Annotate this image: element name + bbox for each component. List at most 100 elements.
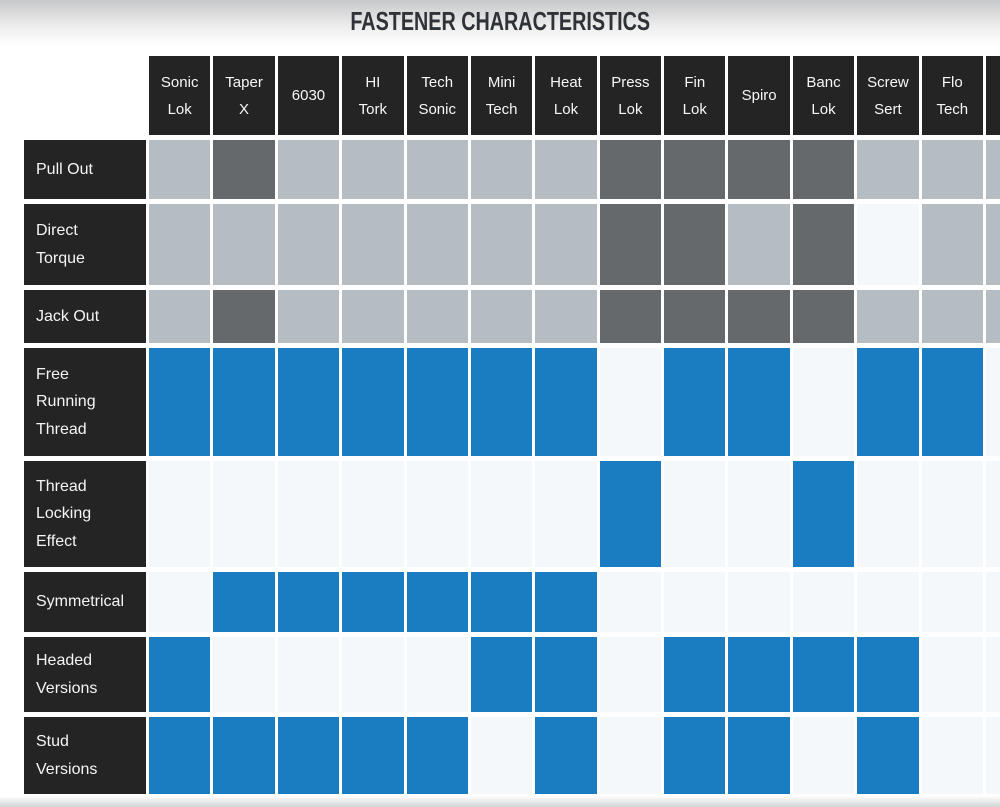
column-header-fin-lok: Fin Lok bbox=[664, 56, 726, 135]
cell-pull-out-taper-x bbox=[213, 140, 275, 199]
cell-direct-torque-tech-sonic bbox=[406, 204, 468, 285]
column-header-sonic-lok: Sonic Lok bbox=[149, 56, 211, 135]
cell-stud-versions-tech-sonic bbox=[406, 717, 468, 794]
row-label-free-running-thread: Free Running Thread bbox=[24, 348, 146, 456]
column-header-taper-x: Taper X bbox=[213, 56, 275, 135]
cell-stud-versions-taper-x bbox=[213, 717, 275, 794]
cell-thread-locking-effect-spiro bbox=[728, 461, 790, 567]
cell-free-running-thread-tech-sonic bbox=[406, 348, 468, 456]
cell-stud-versions-mini-tech bbox=[470, 717, 533, 794]
cell-symmetrical-spiro bbox=[728, 572, 790, 632]
cell-direct-torque-banc-lok bbox=[792, 204, 855, 285]
cell-direct-torque-taper-x bbox=[213, 204, 275, 285]
cell-symmetrical-banc-lok bbox=[792, 572, 855, 632]
cell-jack-out-banc-lok bbox=[792, 290, 855, 343]
cell-thread-locking-effect-fin-lok bbox=[664, 461, 726, 567]
cell-free-running-thread-taper-x bbox=[213, 348, 275, 456]
cell-thread-locking-effect-taper-x bbox=[213, 461, 275, 567]
cell-pull-out-heat-lok bbox=[535, 140, 597, 199]
row-label-symmetrical: Symmetrical bbox=[24, 572, 146, 632]
table-corner-spacer bbox=[24, 56, 146, 135]
cell-free-running-thread-fin-lok bbox=[664, 348, 726, 456]
row-label-direct-torque: Direct Torque bbox=[24, 204, 146, 285]
cell-symmetrical-flo-tech bbox=[921, 572, 983, 632]
cell-pull-out-banc-lok bbox=[792, 140, 855, 199]
cell-headed-versions-press-lok bbox=[599, 637, 662, 712]
cell-stud-versions-spiro bbox=[728, 717, 790, 794]
cell-stud-versions-banc-lok bbox=[792, 717, 855, 794]
cell-headed-versions-taper-x bbox=[213, 637, 275, 712]
cell-symmetrical-tech-sonic bbox=[406, 572, 468, 632]
cell-direct-torque-6030 bbox=[277, 204, 340, 285]
column-header-heat-lok: Heat Lok bbox=[535, 56, 597, 135]
cell-direct-torque-spiro bbox=[728, 204, 790, 285]
cell-pull-out-flo-tech bbox=[921, 140, 983, 199]
cell-stud-versions-6030 bbox=[277, 717, 340, 794]
cell-symmetrical-hi-tork bbox=[342, 572, 404, 632]
cell-jack-out-screw-sert bbox=[857, 290, 919, 343]
cell-symmetrical-mini-tech bbox=[470, 572, 533, 632]
cell-stud-versions-hi-tork bbox=[342, 717, 404, 794]
bottom-gradient bbox=[0, 796, 1000, 807]
cell-thread-locking-effect-screw-sert bbox=[857, 461, 919, 567]
cell-stud-versions-screw-sert bbox=[857, 717, 919, 794]
cell-pull-out-sonic-lok bbox=[149, 140, 211, 199]
cell-symmetrical-heat-lok bbox=[535, 572, 597, 632]
cell-free-running-thread-cutoff bbox=[986, 348, 1000, 456]
row-label-jack-out: Jack Out bbox=[24, 290, 146, 343]
cell-symmetrical-press-lok bbox=[599, 572, 662, 632]
cell-thread-locking-effect-6030 bbox=[277, 461, 340, 567]
cell-direct-torque-press-lok bbox=[599, 204, 662, 285]
cell-stud-versions-press-lok bbox=[599, 717, 662, 794]
cell-headed-versions-hi-tork bbox=[342, 637, 404, 712]
cell-free-running-thread-sonic-lok bbox=[149, 348, 211, 456]
cell-symmetrical-fin-lok bbox=[664, 572, 726, 632]
cell-pull-out-press-lok bbox=[599, 140, 662, 199]
cell-jack-out-fin-lok bbox=[664, 290, 726, 343]
cell-pull-out-6030 bbox=[277, 140, 340, 199]
cell-jack-out-cutoff bbox=[986, 290, 1000, 343]
cell-symmetrical-taper-x bbox=[213, 572, 275, 632]
cell-jack-out-heat-lok bbox=[535, 290, 597, 343]
cell-jack-out-taper-x bbox=[213, 290, 275, 343]
row-label-thread-locking-effect: Thread Locking Effect bbox=[24, 461, 146, 567]
cell-direct-torque-hi-tork bbox=[342, 204, 404, 285]
cell-free-running-thread-flo-tech bbox=[921, 348, 983, 456]
cell-direct-torque-flo-tech bbox=[921, 204, 983, 285]
cell-thread-locking-effect-mini-tech bbox=[470, 461, 533, 567]
cell-symmetrical-cutoff bbox=[986, 572, 1000, 632]
cell-headed-versions-cutoff bbox=[986, 637, 1000, 712]
cell-pull-out-screw-sert bbox=[857, 140, 919, 199]
cell-free-running-thread-hi-tork bbox=[342, 348, 404, 456]
row-label-pull-out: Pull Out bbox=[24, 140, 146, 199]
cell-jack-out-spiro bbox=[728, 290, 790, 343]
cell-pull-out-hi-tork bbox=[342, 140, 404, 199]
cell-free-running-thread-6030 bbox=[277, 348, 340, 456]
row-label-stud-versions: Stud Versions bbox=[24, 717, 146, 794]
page-title-text: FASTENER CHARACTERISTICS bbox=[350, 6, 650, 36]
cell-headed-versions-flo-tech bbox=[921, 637, 983, 712]
cell-headed-versions-banc-lok bbox=[792, 637, 855, 712]
top-gradient bbox=[0, 0, 1000, 46]
column-header-spiro: Spiro bbox=[728, 56, 790, 135]
cell-thread-locking-effect-flo-tech bbox=[921, 461, 983, 567]
cell-free-running-thread-press-lok bbox=[599, 348, 662, 456]
column-header-mini-tech: Mini Tech bbox=[470, 56, 533, 135]
cell-thread-locking-effect-tech-sonic bbox=[406, 461, 468, 567]
column-header-tech-sonic: Tech Sonic bbox=[406, 56, 468, 135]
cell-stud-versions-heat-lok bbox=[535, 717, 597, 794]
cell-direct-torque-cutoff bbox=[986, 204, 1000, 285]
cell-jack-out-hi-tork bbox=[342, 290, 404, 343]
cell-stud-versions-cutoff bbox=[986, 717, 1000, 794]
cell-headed-versions-fin-lok bbox=[664, 637, 726, 712]
cell-jack-out-6030 bbox=[277, 290, 340, 343]
column-header-hi-tork: HI Tork bbox=[342, 56, 404, 135]
cell-headed-versions-spiro bbox=[728, 637, 790, 712]
cell-jack-out-tech-sonic bbox=[406, 290, 468, 343]
cell-symmetrical-6030 bbox=[277, 572, 340, 632]
cell-free-running-thread-screw-sert bbox=[857, 348, 919, 456]
cell-jack-out-flo-tech bbox=[921, 290, 983, 343]
cell-thread-locking-effect-press-lok bbox=[599, 461, 662, 567]
cell-direct-torque-mini-tech bbox=[470, 204, 533, 285]
cell-direct-torque-fin-lok bbox=[664, 204, 726, 285]
